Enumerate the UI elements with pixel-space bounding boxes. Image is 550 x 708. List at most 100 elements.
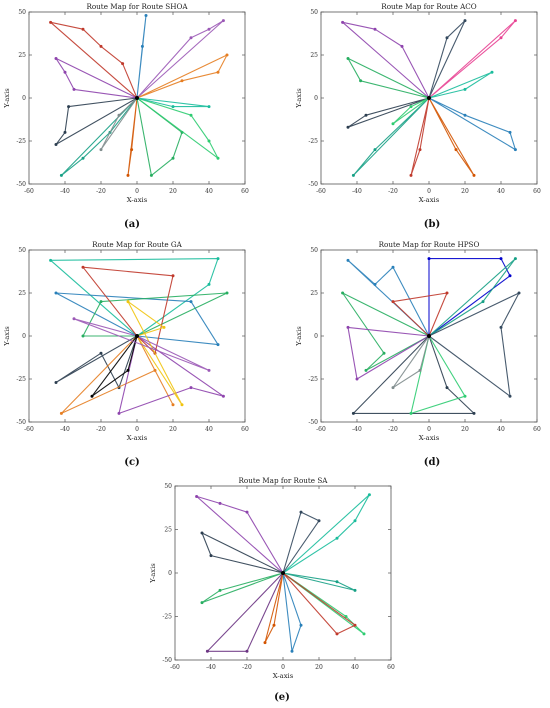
customer-point xyxy=(54,291,58,295)
customer-point xyxy=(245,649,249,653)
x-tick-label: 60 xyxy=(533,188,541,195)
x-tick-label: 0 xyxy=(135,426,139,433)
route-line xyxy=(73,318,210,371)
y-tick-label: 0 xyxy=(168,570,172,577)
customer-point xyxy=(508,274,512,278)
customer-point xyxy=(346,325,350,329)
x-tick-label: -60 xyxy=(24,188,34,195)
customer-point xyxy=(126,300,130,304)
chart-title: Route Map for Route SA xyxy=(239,476,329,485)
customer-point xyxy=(373,282,377,286)
customer-point xyxy=(391,386,395,390)
customer-point xyxy=(463,394,467,398)
customer-point xyxy=(49,20,53,24)
x-tick-label: -60 xyxy=(316,426,326,433)
route-line xyxy=(282,572,356,591)
y-tick-label: 50 xyxy=(18,247,26,254)
route-line xyxy=(347,57,430,99)
customer-point xyxy=(272,623,276,627)
customer-point xyxy=(99,300,103,304)
customer-point xyxy=(171,403,175,407)
route-line xyxy=(282,572,302,652)
customer-point xyxy=(341,20,345,24)
customer-point xyxy=(189,300,193,304)
customer-point xyxy=(81,334,85,338)
y-tick-label: 25 xyxy=(18,52,26,59)
customer-point xyxy=(335,580,339,584)
customer-point xyxy=(207,105,211,109)
customer-point xyxy=(195,494,199,498)
customer-point xyxy=(81,156,85,160)
customer-point xyxy=(382,351,386,355)
x-tick-label: 40 xyxy=(497,426,505,433)
route-line xyxy=(392,292,448,337)
y-axis-label: Y-axis xyxy=(3,326,11,347)
customer-point xyxy=(218,588,222,592)
y-tick-label: 25 xyxy=(310,52,318,59)
route-line xyxy=(201,572,284,604)
customer-point xyxy=(63,130,67,134)
route-line xyxy=(428,71,493,99)
panel-label: (d) xyxy=(424,457,440,468)
customer-point xyxy=(463,19,467,23)
depot-point xyxy=(135,334,139,338)
route-line xyxy=(347,97,430,128)
x-tick-label: 20 xyxy=(169,188,177,195)
y-axis-label: Y-axis xyxy=(295,88,303,109)
x-tick-label: -60 xyxy=(170,664,180,671)
depot-point xyxy=(135,96,139,100)
customer-point xyxy=(418,148,422,152)
route-line xyxy=(410,335,466,414)
x-tick-label: 20 xyxy=(169,426,177,433)
route-line xyxy=(428,20,516,99)
x-tick-label: 0 xyxy=(427,188,431,195)
route-line xyxy=(410,97,430,176)
route-line xyxy=(201,532,284,574)
y-tick-label: -25 xyxy=(16,138,26,145)
route-map-panel: -60 -40 -20 0 20 40 60 -50 -25 0 25 50 Route Map for… xyxy=(295,2,541,204)
route-line xyxy=(282,572,356,635)
customer-point xyxy=(367,493,371,497)
x-tick-label: 20 xyxy=(315,664,323,671)
customer-point xyxy=(341,291,345,295)
chart-title: Route Map for Route ACO xyxy=(381,2,477,11)
y-tick-label: 0 xyxy=(22,333,26,340)
customer-point xyxy=(245,510,249,514)
customer-point xyxy=(189,113,193,117)
customer-point xyxy=(218,501,222,505)
customer-point xyxy=(351,173,355,177)
customer-point xyxy=(200,531,204,535)
customer-point xyxy=(508,394,512,398)
chart-title: Route Map for Route HPSO xyxy=(379,240,480,249)
x-tick-label: -20 xyxy=(388,426,398,433)
customer-point xyxy=(63,70,67,74)
customer-point xyxy=(81,27,85,31)
y-axis-label: Y-axis xyxy=(149,563,157,584)
x-tick-label: 20 xyxy=(461,426,469,433)
customer-point xyxy=(200,601,204,605)
customer-point xyxy=(171,156,175,160)
customer-point xyxy=(463,87,467,91)
x-tick-label: 0 xyxy=(135,188,139,195)
route-line xyxy=(50,21,138,99)
customer-point xyxy=(359,79,363,83)
customer-point xyxy=(481,300,485,304)
depot-point xyxy=(281,571,285,575)
x-axis-label: X-axis xyxy=(127,434,148,442)
customer-point xyxy=(513,19,517,23)
x-tick-label: 40 xyxy=(497,188,505,195)
customer-point xyxy=(344,615,348,618)
customer-point xyxy=(171,274,175,278)
depot-point xyxy=(427,334,431,338)
customer-point xyxy=(189,386,193,390)
customer-point xyxy=(99,148,103,152)
customer-point xyxy=(207,368,211,372)
customer-point xyxy=(99,44,103,48)
customer-point xyxy=(409,411,413,415)
route-map-panel: -60 -40 -20 0 20 40 60 -50 -25 0 25 50 Route Map for… xyxy=(295,240,541,442)
panel-label: (c) xyxy=(124,457,140,468)
customer-point xyxy=(445,291,449,295)
customer-point xyxy=(216,343,220,347)
route-line xyxy=(352,97,430,176)
customer-point xyxy=(427,257,431,261)
